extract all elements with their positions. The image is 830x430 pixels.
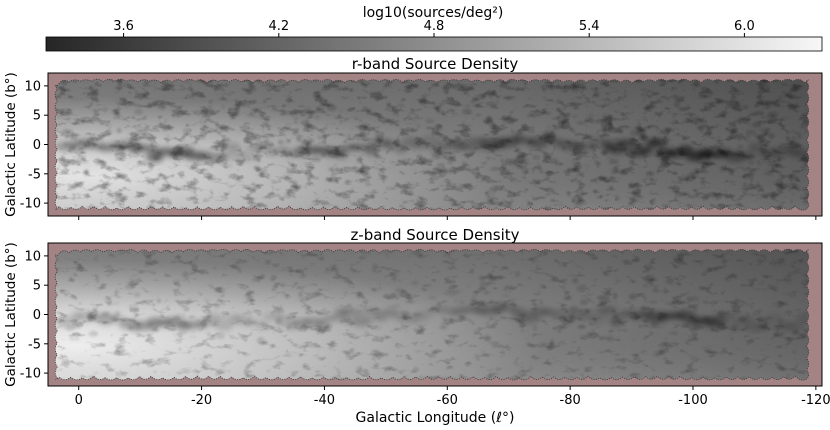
dust-clouds bbox=[65, 271, 800, 346]
colorbar-tick-label: 3.6 bbox=[113, 19, 134, 34]
y-tick-label: 5 bbox=[33, 279, 41, 294]
y-axis-label: Galactic Latitude (b°) bbox=[3, 242, 19, 387]
footprint-outline bbox=[54, 78, 810, 211]
x-tick-label: -80 bbox=[560, 393, 581, 408]
dust-clouds bbox=[61, 101, 802, 177]
x-tick-label: -40 bbox=[314, 393, 335, 408]
density-map bbox=[55, 79, 809, 211]
x-tick-label: -120 bbox=[801, 393, 830, 408]
footprint-outline bbox=[54, 248, 810, 381]
panel-title: r-band Source Density bbox=[352, 55, 519, 73]
y-tick-label: -10 bbox=[20, 197, 41, 212]
y-tick-label: 0 bbox=[33, 308, 41, 323]
colorbar-gradient bbox=[45, 36, 823, 52]
x-tick-label: -100 bbox=[678, 393, 708, 408]
colorbar-tick-label: 5.4 bbox=[579, 19, 600, 34]
y-tick-label: -5 bbox=[28, 337, 41, 352]
density-map bbox=[55, 249, 809, 381]
x-axis-label: Galactic Longitude (ℓ°) bbox=[356, 410, 515, 426]
colorbar-tick-label: 4.8 bbox=[424, 19, 445, 34]
x-tick-label: -20 bbox=[191, 393, 212, 408]
y-tick-label: 10 bbox=[24, 79, 41, 94]
y-tick-label: 5 bbox=[33, 109, 41, 124]
y-axis-label: Galactic Latitude (b°) bbox=[3, 72, 19, 217]
y-tick-label: -5 bbox=[28, 167, 41, 182]
colorbar-tick-label: 4.2 bbox=[268, 19, 289, 34]
y-tick-label: -10 bbox=[20, 367, 41, 382]
colorbar-tick-label: 6.0 bbox=[734, 19, 755, 34]
colorbar-ticks: 3.6 4.2 4.8 5.4 6.0 bbox=[113, 19, 755, 37]
y-tick-label: 0 bbox=[33, 138, 41, 153]
panel-title: z-band Source Density bbox=[350, 226, 519, 244]
colorbar-label: log10(sources/deg²) bbox=[363, 5, 504, 21]
colorbar: log10(sources/deg²) 3.6 4.2 4.8 5.4 6.0 bbox=[45, 5, 823, 52]
y-tick-label: 10 bbox=[24, 249, 41, 264]
x-tick-label: 0 bbox=[75, 393, 83, 408]
x-tick-label: -60 bbox=[437, 393, 458, 408]
dust-lane bbox=[55, 134, 809, 163]
